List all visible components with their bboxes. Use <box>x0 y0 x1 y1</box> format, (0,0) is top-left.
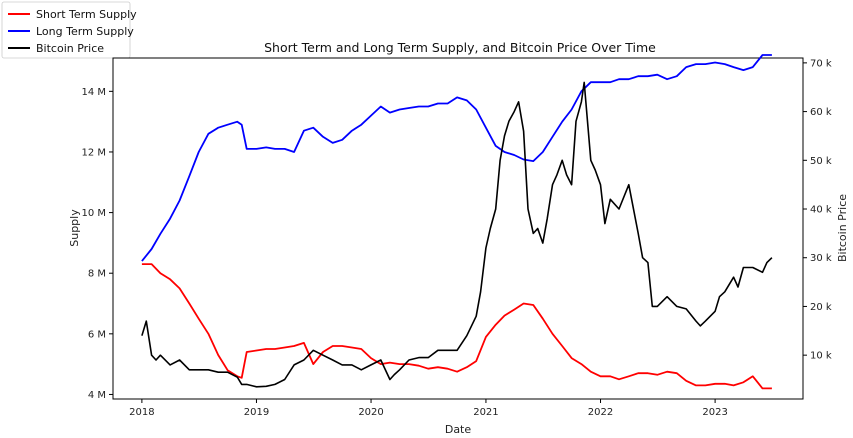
x-tick-label: 2022 <box>588 407 613 418</box>
chart-title: Short Term and Long Term Supply, and Bit… <box>264 40 656 55</box>
x-axis-title: Date <box>445 423 472 436</box>
y-tick-label: 10 M <box>81 208 106 219</box>
x-tick-label: 2019 <box>244 407 269 418</box>
legend-label-bitcoin-price: Bitcoin Price <box>36 42 104 55</box>
x-tick-label: 2018 <box>129 407 154 418</box>
plot-area <box>112 57 804 400</box>
series-line-long-term-supply <box>141 54 772 262</box>
series-layer <box>141 54 773 390</box>
y-tick-label: 4 M <box>88 390 106 401</box>
y-right-tick-label: 40 k <box>810 205 832 216</box>
y-tick-label: 14 M <box>81 87 106 98</box>
legend-box <box>1 1 131 59</box>
y-right-tick-label: 70 k <box>810 58 832 69</box>
legend-label-long-term: Long Term Supply <box>36 25 134 38</box>
y-right-tick-label: 60 k <box>810 107 832 118</box>
y-tick-label: 6 M <box>88 329 106 340</box>
legend-label-short-term: Short Term Supply <box>36 8 137 21</box>
y-axis-right-title: Bitcoin Price <box>836 194 849 262</box>
x-tick-label: 2021 <box>473 407 498 418</box>
y-right-tick-label: 50 k <box>810 156 832 167</box>
x-tick-label: 2020 <box>358 407 383 418</box>
y-axis-title: Supply <box>68 209 81 247</box>
y-right-tick-label: 30 k <box>810 253 832 264</box>
x-tick-label: 2023 <box>702 407 727 418</box>
series-line-short-term-supply <box>141 263 772 390</box>
series-line-bitcoin-price <box>141 81 773 388</box>
axis-layer: 2018 2019 2020 2021 2022 2023 4 M 6 M 8 M 10 M 12 … <box>81 58 831 418</box>
y-right-tick-label: 10 k <box>810 351 832 362</box>
y-tick-label: 8 M <box>88 269 106 280</box>
legend: Short Term Supply Long Term Supply Bitco… <box>1 1 137 59</box>
y-right-tick-label: 20 k <box>810 302 832 313</box>
y-tick-label: 12 M <box>81 147 106 158</box>
